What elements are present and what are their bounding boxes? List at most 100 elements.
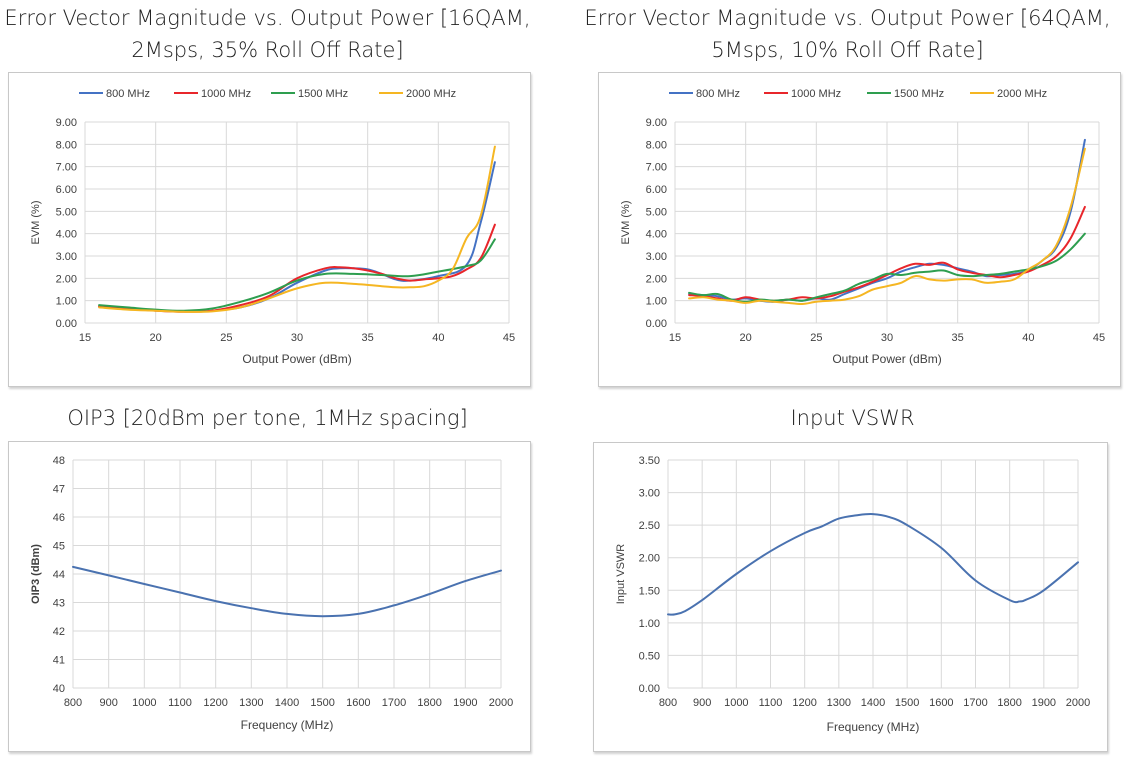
x-tick-label: 900	[693, 697, 711, 709]
legend-label: 2000 MHz	[406, 88, 456, 100]
x-tick-label: 1800	[997, 697, 1021, 709]
series-line-2000-mhz	[98, 145, 496, 313]
x-tick-label: 20	[740, 332, 752, 344]
x-tick-label: 40	[432, 332, 444, 344]
y-tick-label: 2.00	[56, 273, 77, 285]
x-tick-label: 1100	[168, 697, 192, 709]
x-tick-label: 1400	[861, 697, 885, 709]
x-tick-label: 45	[1093, 332, 1105, 344]
x-tick-label: 1600	[929, 697, 953, 709]
x-tick-label: 1300	[239, 697, 263, 709]
x-tick-label: 1100	[759, 697, 783, 709]
gridlines	[72, 459, 502, 689]
oip3-title: OIP3 [20dBm per tone, 1MHz spacing]	[0, 402, 535, 434]
y-tick-label: 1.50	[639, 585, 660, 597]
x-tick-label: 1900	[1032, 697, 1056, 709]
x-tick-label: 1900	[453, 697, 477, 709]
x-tick-label: 25	[220, 332, 232, 344]
y-tick-label: 0.50	[639, 650, 660, 662]
legend-label: 1000 MHz	[791, 88, 841, 100]
x-tick-label: 800	[64, 697, 82, 709]
x-tick-label: 40	[1022, 332, 1034, 344]
y-tick-label: 3.00	[56, 251, 77, 263]
y-tick-label: 9.00	[646, 117, 667, 129]
x-tick-label: 1500	[895, 697, 919, 709]
x-tick-label: 35	[952, 332, 964, 344]
x-axis-title: Output Power (dBm)	[242, 352, 351, 366]
gridlines	[667, 459, 1079, 689]
y-tick-label: 0.00	[639, 683, 660, 695]
x-tick-label: 1500	[310, 697, 334, 709]
y-tick-label: 40	[53, 683, 65, 695]
x-tick-label: 1000	[724, 697, 748, 709]
y-tick-label: 8.00	[56, 139, 77, 151]
y-axis-title: OIP3 (dBm)	[30, 544, 42, 604]
x-tick-label: 35	[362, 332, 374, 344]
y-tick-label: 3.00	[639, 488, 660, 500]
y-tick-label: 4.00	[646, 229, 667, 241]
x-axis-title: Frequency (MHz)	[827, 720, 920, 734]
y-tick-label: 6.00	[56, 184, 77, 196]
x-tick-label: 2000	[489, 697, 513, 709]
y-tick-label: 5.00	[56, 206, 77, 218]
y-tick-label: 7.00	[56, 162, 77, 174]
y-axis-title: Input VSWR	[615, 544, 627, 605]
vswr-chart-panel: 0.00 0.50 1.00 1.50 2.00 2.50 3.00 3.50 800 900 10…	[593, 442, 1108, 752]
x-tick-label: 30	[291, 332, 303, 344]
y-tick-label: 1.00	[646, 296, 667, 308]
y-tick-label: 42	[53, 626, 65, 638]
x-tick-label: 1700	[382, 697, 406, 709]
y-tick-label: 2.00	[639, 553, 660, 565]
legend: 800 MHz 1000 MHz 1500 MHz 2000 MHz	[79, 88, 456, 100]
series-line-oip3	[72, 565, 502, 618]
y-tick-label: 46	[53, 512, 65, 524]
x-tick-label: 25	[810, 332, 822, 344]
oip3-chart-panel: 40 41 42 43 44 45 46 47 48 800 900 1000 1100 1200 1300…	[8, 441, 531, 752]
y-tick-label: 48	[53, 455, 65, 467]
legend-label: 1000 MHz	[201, 88, 251, 100]
y-tick-label: 1.00	[56, 296, 77, 308]
x-tick-label: 900	[99, 697, 117, 709]
y-tick-label: 41	[53, 655, 65, 667]
vswr-title-line1: Input VSWR	[790, 406, 915, 430]
y-tick-label: 44	[53, 569, 65, 581]
evm-16qam-title-line2: 2Msps, 35% Roll Off Rate]	[131, 38, 404, 62]
x-tick-label: 1400	[275, 697, 299, 709]
evm-16qam-title: Error Vector Magnitude vs. Output Power …	[0, 2, 535, 66]
x-tick-label: 30	[881, 332, 893, 344]
x-tick-label: 20	[150, 332, 162, 344]
y-tick-label: 4.00	[56, 229, 77, 241]
x-tick-label: 2000	[1066, 697, 1090, 709]
x-tick-label: 15	[79, 332, 91, 344]
x-tick-label: 1200	[203, 697, 227, 709]
x-tick-label: 45	[503, 332, 515, 344]
y-tick-label: 1.00	[639, 618, 660, 630]
series-line-1500-mhz	[688, 232, 1086, 303]
y-tick-label: 47	[53, 484, 65, 496]
evm-64qam-title: Error Vector Magnitude vs. Output Power …	[580, 2, 1115, 66]
oip3-title-line1: OIP3 [20dBm per tone, 1MHz spacing]	[67, 406, 468, 430]
legend-label: 1500 MHz	[298, 88, 348, 100]
x-axis-title: Frequency (MHz)	[241, 718, 334, 732]
y-tick-label: 0.00	[646, 318, 667, 330]
x-tick-label: 1000	[132, 697, 156, 709]
x-axis-title: Output Power (dBm)	[832, 352, 941, 366]
legend: 800 MHz 1000 MHz 1500 MHz 2000 MHz	[669, 88, 1047, 100]
y-tick-label: 43	[53, 598, 65, 610]
vswr-title: Input VSWR	[580, 402, 1125, 434]
evm-64qam-chart: 0.00 1.00 2.00 3.00 4.00 5.00 6.00 7.00 8.00 9.00…	[620, 88, 1105, 366]
y-axis-title: EVM (%)	[30, 201, 42, 245]
evm-16qam-chart: 0.00 1.00 2.00 3.00 4.00 5.00 6.00 7.00 8.00 9.00…	[30, 88, 515, 366]
y-axis-title: EVM (%)	[620, 201, 632, 245]
vswr-chart: 0.00 0.50 1.00 1.50 2.00 2.50 3.00 3.50 800 900 10…	[615, 455, 1090, 734]
gridlines	[84, 121, 510, 324]
x-tick-label: 15	[669, 332, 681, 344]
y-tick-label: 2.00	[646, 273, 667, 285]
y-tick-label: 7.00	[646, 162, 667, 174]
y-tick-label: 9.00	[56, 117, 77, 129]
series-line-1000-mhz	[688, 205, 1086, 302]
y-tick-label: 3.00	[646, 251, 667, 263]
series-line-2000-mhz	[688, 147, 1086, 306]
legend-label: 800 MHz	[696, 88, 740, 100]
y-tick-label: 2.50	[639, 520, 660, 532]
